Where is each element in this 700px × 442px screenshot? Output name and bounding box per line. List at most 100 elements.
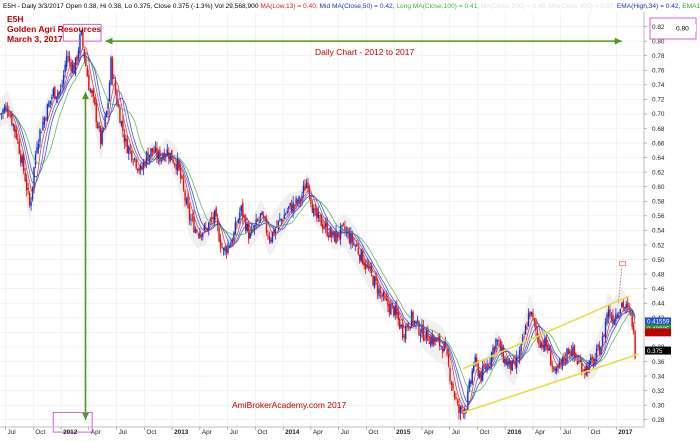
candle-body bbox=[412, 312, 414, 325]
candle-body bbox=[145, 152, 148, 164]
candle-body bbox=[123, 134, 126, 143]
candle-body bbox=[239, 212, 241, 220]
candle-body bbox=[292, 202, 294, 212]
candle-body bbox=[2, 109, 4, 114]
candle-body bbox=[20, 154, 22, 163]
candle-body bbox=[524, 325, 527, 335]
highlight-box bbox=[52, 411, 93, 433]
x-tick-label: 2012 bbox=[63, 429, 78, 436]
candle-body bbox=[92, 90, 94, 97]
candle-body bbox=[333, 231, 336, 242]
candle-body bbox=[367, 266, 370, 269]
candle-body bbox=[150, 148, 152, 156]
candle-body bbox=[39, 129, 41, 142]
price-tag-label: 0.375 bbox=[647, 348, 663, 355]
candle-body bbox=[461, 406, 463, 410]
candle-body bbox=[283, 214, 285, 219]
candle-body bbox=[302, 185, 305, 194]
candle-body bbox=[80, 30, 83, 35]
candle-body bbox=[517, 358, 519, 360]
candle-body bbox=[404, 326, 407, 340]
candle-body bbox=[313, 208, 315, 216]
candle-body bbox=[212, 216, 214, 220]
candle-body bbox=[82, 31, 84, 47]
x-tick-label: 2015 bbox=[396, 429, 411, 436]
x-tick-label: Jul bbox=[230, 429, 238, 436]
candle-body bbox=[547, 344, 549, 351]
candle-body bbox=[70, 61, 72, 71]
candle-body bbox=[381, 294, 383, 297]
x-tick-label: 2016 bbox=[507, 429, 522, 436]
candle-body bbox=[203, 225, 206, 231]
candle-body bbox=[264, 216, 266, 220]
candle-body bbox=[603, 334, 605, 337]
candle-body bbox=[576, 361, 579, 365]
candle-body bbox=[25, 179, 28, 191]
candle-body bbox=[487, 365, 490, 367]
candle-body bbox=[267, 235, 269, 237]
header-ma-item: Mid MA(Close,50) = 0.42, bbox=[318, 3, 395, 10]
candle-body bbox=[570, 351, 573, 357]
candle-body bbox=[400, 324, 402, 327]
candle-body bbox=[85, 57, 87, 67]
y-tick-label: 0.50 bbox=[652, 257, 665, 264]
y-tick-label: 0.70 bbox=[652, 111, 665, 118]
candle-body bbox=[510, 360, 512, 370]
x-tick-label: Apr bbox=[424, 429, 435, 436]
candle-body bbox=[182, 179, 185, 190]
x-tick-label: Oct bbox=[590, 429, 600, 436]
candle-body bbox=[237, 219, 240, 223]
candle-body bbox=[172, 159, 174, 164]
candle-body bbox=[14, 125, 16, 132]
candle-body bbox=[440, 346, 442, 347]
candle-body bbox=[370, 265, 373, 274]
x-tick-label: Jul bbox=[341, 429, 349, 436]
candle-body bbox=[459, 406, 462, 414]
candle-body bbox=[422, 325, 425, 341]
candle-body bbox=[342, 223, 345, 225]
candle-body bbox=[255, 219, 257, 226]
candle-body bbox=[190, 219, 192, 221]
candle-body bbox=[520, 343, 522, 351]
candle-body bbox=[21, 156, 23, 164]
candle-body bbox=[508, 358, 510, 365]
candle-body bbox=[424, 338, 426, 341]
candle-body bbox=[369, 266, 371, 270]
candle-body bbox=[532, 312, 534, 318]
candle-body bbox=[52, 88, 54, 97]
candle-body bbox=[545, 337, 547, 347]
y-tick-label: 0.28 bbox=[652, 417, 665, 424]
candle-body bbox=[490, 352, 493, 366]
candle-body bbox=[407, 325, 410, 328]
ma-mid-50-line bbox=[0, 54, 636, 403]
candle-body bbox=[376, 282, 379, 294]
candle-body bbox=[18, 141, 20, 154]
candle-body bbox=[128, 146, 130, 154]
candle-body bbox=[116, 92, 118, 105]
candle-body bbox=[362, 251, 364, 265]
symbol-name: Golden Agri Resources bbox=[7, 24, 101, 34]
y-tick-label: 0.30 bbox=[652, 402, 665, 409]
x-tick-label: Apr bbox=[313, 429, 324, 436]
candle-body bbox=[322, 224, 324, 229]
candle-body bbox=[144, 162, 146, 165]
candle-body bbox=[285, 214, 287, 215]
candle-body bbox=[136, 168, 139, 171]
candle-body bbox=[59, 89, 62, 92]
candle-body bbox=[379, 290, 382, 293]
candle-body bbox=[588, 360, 590, 371]
candle-body bbox=[419, 334, 422, 337]
ema-high-34-line bbox=[0, 52, 636, 408]
candle-body bbox=[134, 158, 136, 160]
x-tick-label: Apr bbox=[202, 429, 213, 436]
candle-body bbox=[242, 202, 244, 218]
candle-body bbox=[501, 346, 503, 354]
candle-body bbox=[317, 212, 319, 219]
candle-body bbox=[166, 149, 168, 156]
x-tick-label: Jul bbox=[563, 429, 571, 436]
candle-body bbox=[564, 358, 567, 361]
candle-body bbox=[347, 231, 349, 234]
candle-body bbox=[98, 126, 100, 128]
candle-body bbox=[410, 311, 413, 327]
candle-body bbox=[299, 199, 302, 202]
